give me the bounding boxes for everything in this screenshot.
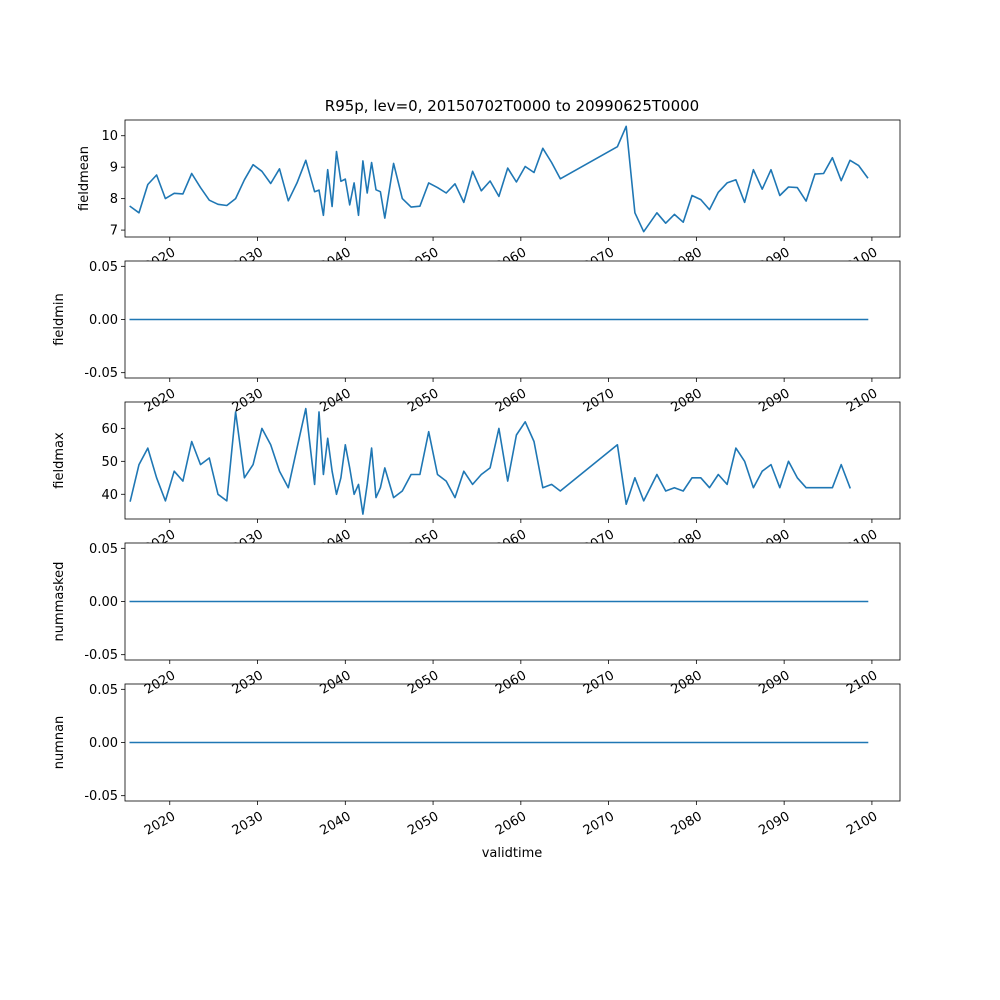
y-tick-label: 9	[110, 161, 118, 176]
x-axis-label: validtime	[482, 846, 543, 861]
y-tick-label: 0.05	[89, 542, 118, 557]
y-axis-label: nummasked	[52, 562, 67, 642]
y-tick-label: 0.00	[89, 313, 118, 328]
y-tick-label: 0.05	[89, 260, 118, 275]
y-tick-label: 0.05	[89, 683, 118, 698]
y-tick-label: 8	[110, 192, 118, 207]
axes-frame	[124, 260, 901, 379]
y-tick-label: 10	[101, 129, 118, 144]
y-axis-label: fieldmax	[52, 432, 67, 489]
axes-frame	[124, 683, 901, 802]
y-axis-label: fieldmean	[77, 146, 92, 211]
subplot-fieldmean: 2020 2030 2040 2050 2060 2070 2080 2090 21007891…	[77, 119, 901, 275]
y-tick-label: -0.05	[84, 366, 118, 381]
axes-background	[125, 120, 900, 237]
y-tick-label: -0.05	[84, 789, 118, 804]
axes-frame	[124, 542, 901, 661]
y-axis-label: numnan	[52, 716, 67, 770]
axes-frame	[124, 401, 901, 520]
y-tick-label: 50	[101, 455, 118, 470]
y-tick-label: -0.05	[84, 648, 118, 663]
axes-background	[125, 402, 900, 519]
y-tick-label: 0.00	[89, 595, 118, 610]
y-axis-label: fieldmin	[52, 293, 67, 346]
series-line-fieldmean	[129, 125, 869, 233]
y-tick-label: 0.00	[89, 736, 118, 751]
chart-title: R95p, lev=0, 20150702T0000 to 20990625T0…	[325, 97, 699, 115]
axes-frame	[124, 119, 901, 238]
y-tick-label: 7	[110, 224, 118, 239]
y-tick-label: 60	[101, 422, 118, 437]
subplot-stack: 2020 2030 2040 2050 2060 2070 2080 2090 21007891…	[52, 119, 901, 839]
y-tick-label: 40	[101, 488, 118, 503]
series-line-fieldmax	[129, 407, 852, 515]
